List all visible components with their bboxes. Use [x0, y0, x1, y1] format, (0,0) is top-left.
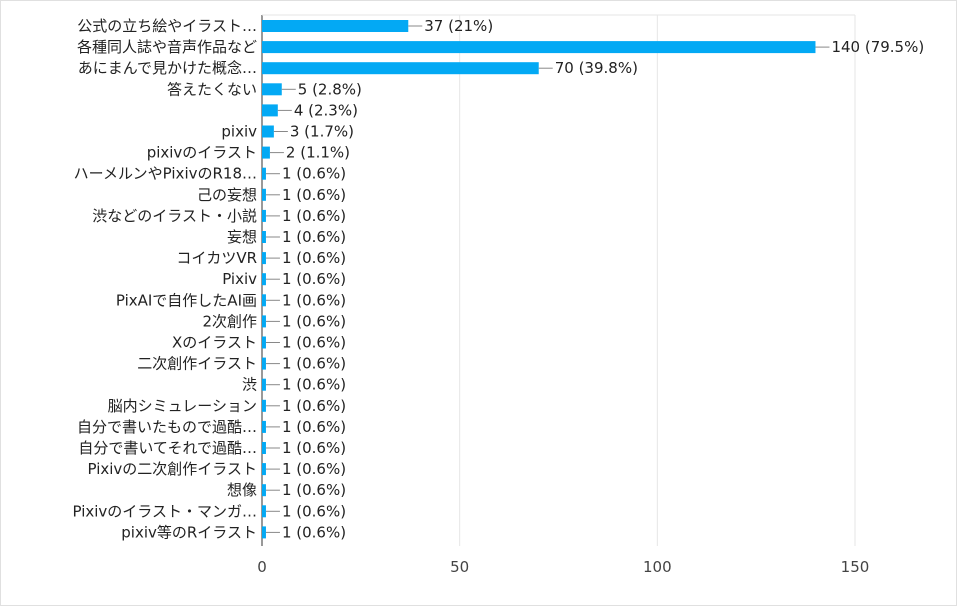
value-label: 1 (0.6%): [282, 397, 346, 415]
bar: [262, 83, 282, 96]
value-label: 1 (0.6%): [282, 460, 346, 478]
value-label: 1 (0.6%): [282, 207, 346, 225]
bar: [262, 62, 539, 75]
category-label: 自分で書いたもので過酷…: [77, 418, 257, 436]
bar: [262, 357, 266, 370]
bar: [262, 104, 278, 117]
bar: [262, 209, 266, 222]
value-label: 5 (2.8%): [298, 80, 362, 98]
bar: [262, 442, 266, 454]
category-label: Pixiv: [222, 270, 257, 288]
value-label: 1 (0.6%): [282, 334, 346, 352]
bar: [262, 231, 266, 243]
bar: [262, 273, 266, 286]
value-label: 1 (0.6%): [282, 312, 346, 330]
value-label: 1 (0.6%): [282, 165, 346, 183]
leader-lines: [265, 25, 830, 533]
x-tick-label: 150: [841, 558, 870, 576]
category-label: 2次創作: [202, 312, 257, 330]
value-label: 37 (21%): [424, 17, 493, 35]
value-label: 70 (39.8%): [555, 59, 638, 77]
category-label: 答えたくない: [167, 80, 257, 98]
category-label: Pixivのイラスト・マンガ…: [72, 502, 257, 520]
bar: [262, 420, 266, 433]
value-label: 1 (0.6%): [282, 376, 346, 394]
value-label: 4 (2.3%): [294, 101, 358, 119]
category-label: コイカツVR: [176, 249, 257, 267]
value-label: 1 (0.6%): [282, 270, 346, 288]
category-label: 脳内シミュレーション: [108, 397, 257, 415]
bar: [262, 378, 266, 391]
x-axis-ticks: 0 50 100 150: [257, 558, 869, 576]
x-tick-label: 0: [257, 558, 267, 576]
value-label: 1 (0.6%): [282, 291, 346, 309]
bar: [262, 20, 409, 32]
value-label: 1 (0.6%): [282, 186, 346, 204]
bar: [262, 484, 266, 497]
category-label: Xのイラスト: [172, 334, 257, 352]
grid-lines: [261, 14, 856, 546]
bar: [262, 526, 266, 539]
category-label: Pixivの二次創作イラスト: [87, 460, 257, 478]
category-label: 想像: [227, 481, 257, 499]
category-label: pixivのイラスト: [147, 144, 257, 162]
bar: [262, 167, 266, 180]
value-label: 1 (0.6%): [282, 523, 346, 541]
category-label: あにまんで見かけた概念…: [78, 59, 257, 77]
bar: [262, 294, 266, 307]
bar: [262, 125, 274, 138]
bar: [262, 41, 816, 54]
category-label: 公式の立ち絵やイラスト…: [77, 17, 257, 35]
bar: [262, 146, 270, 159]
category-label: 己の妄想: [197, 186, 257, 204]
bar: [262, 399, 266, 412]
value-label: 140 (79.5%): [831, 38, 924, 56]
value-labels: 37 (21%) 140 (79.5%) 70 (39.8%) 5 (2.8%) 4 (…: [282, 17, 924, 541]
value-label: 1 (0.6%): [282, 481, 346, 499]
value-label: 1 (0.6%): [282, 418, 346, 436]
x-tick-label: 50: [450, 558, 469, 576]
bar: [262, 505, 266, 518]
value-label: 1 (0.6%): [282, 502, 346, 520]
category-label: ハーメルンやPixivのR18…: [74, 165, 257, 183]
category-label: PixAIで自作したAI画: [116, 291, 257, 309]
x-tick-label: 100: [643, 558, 672, 576]
category-label: pixiv: [221, 123, 257, 141]
category-label: 二次創作イラスト: [137, 355, 257, 373]
category-label: 自分で書いてそれで過酷…: [78, 439, 257, 457]
value-label: 1 (0.6%): [282, 228, 346, 246]
category-label: 渋: [242, 376, 257, 394]
bar: [262, 188, 266, 201]
category-label: 各種同人誌や音声作品など: [77, 38, 257, 56]
bar: [262, 463, 266, 476]
value-label: 3 (1.7%): [290, 123, 354, 141]
category-label: pixiv等のRイラスト: [121, 523, 257, 541]
value-label: 1 (0.6%): [282, 249, 346, 267]
value-label: 1 (0.6%): [282, 355, 346, 373]
category-label: 妄想: [227, 228, 257, 246]
bar: [262, 252, 266, 265]
value-label: 2 (1.1%): [286, 144, 350, 162]
category-label: 渋などのイラスト・小説: [92, 207, 257, 225]
bar: [262, 336, 266, 349]
bar: [262, 315, 266, 328]
bars: [262, 20, 816, 539]
value-label: 1 (0.6%): [282, 439, 346, 457]
